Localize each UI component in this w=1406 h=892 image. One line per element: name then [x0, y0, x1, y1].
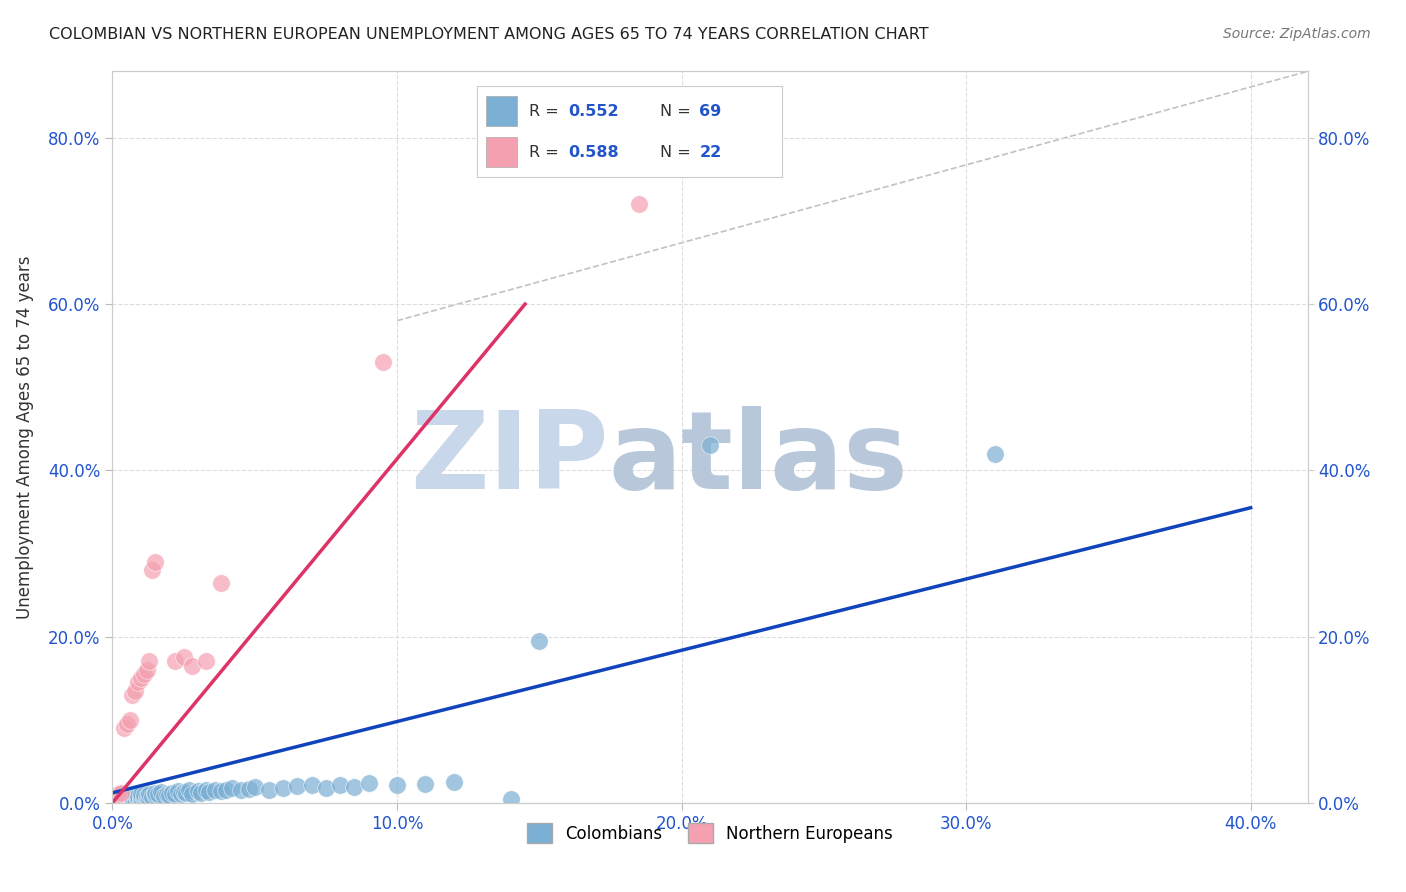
Point [121, 789, 143, 804]
Point [209, 784, 232, 798]
Point [149, 785, 172, 799]
Point [143, 789, 166, 803]
Point [127, 791, 149, 805]
Point [173, 650, 195, 665]
Point [124, 788, 146, 802]
Point [141, 563, 163, 577]
Point [357, 776, 380, 790]
Point [115, 716, 138, 731]
Point [135, 663, 157, 677]
Point [195, 782, 218, 797]
Point [165, 788, 187, 802]
Point [179, 783, 201, 797]
Point [112, 721, 135, 735]
Point [124, 683, 146, 698]
Point [371, 355, 394, 369]
Point [110, 790, 132, 805]
Point [238, 781, 260, 796]
Point [195, 655, 218, 669]
Point [110, 788, 132, 802]
Point [301, 778, 323, 792]
Point [118, 789, 141, 804]
Point [135, 789, 157, 804]
Point [257, 782, 280, 797]
Point [138, 788, 160, 802]
Point [132, 667, 155, 681]
Point [627, 197, 650, 211]
Point [112, 789, 135, 804]
Point [112, 792, 135, 806]
Point [115, 790, 138, 805]
Point [127, 675, 149, 690]
Point [121, 792, 143, 806]
Point [143, 555, 166, 569]
Point [243, 780, 266, 794]
Point [499, 792, 522, 806]
Point [229, 783, 252, 797]
Point [129, 671, 152, 685]
Point [162, 786, 183, 800]
Point [190, 786, 212, 800]
Point [271, 780, 294, 795]
Point [118, 791, 141, 805]
Point [983, 447, 1005, 461]
Point [181, 658, 204, 673]
Point [157, 789, 180, 803]
Point [287, 779, 309, 793]
Point [110, 786, 132, 800]
Text: atlas: atlas [609, 406, 908, 512]
Point [155, 787, 177, 801]
Point [529, 633, 551, 648]
Point [443, 775, 465, 789]
Point [204, 783, 226, 797]
Point [143, 786, 166, 800]
Point [329, 778, 352, 792]
Point [415, 777, 437, 791]
Point [215, 782, 238, 797]
Point [176, 786, 198, 800]
Point [132, 790, 155, 805]
Point [107, 788, 129, 802]
Point [187, 784, 209, 798]
Point [104, 791, 127, 805]
Point [152, 789, 174, 804]
Point [165, 655, 187, 669]
Point [138, 790, 160, 805]
Point [135, 791, 157, 805]
Point [107, 789, 129, 804]
Point [385, 778, 408, 792]
Point [124, 790, 146, 805]
Point [699, 438, 721, 452]
Point [170, 787, 193, 801]
Point [127, 789, 149, 804]
Point [132, 789, 155, 803]
Point [138, 655, 160, 669]
Text: COLOMBIAN VS NORTHERN EUROPEAN UNEMPLOYMENT AMONG AGES 65 TO 74 YEARS CORRELATIO: COLOMBIAN VS NORTHERN EUROPEAN UNEMPLOYM… [49, 27, 929, 42]
Point [115, 789, 138, 803]
Point [129, 788, 152, 802]
Point [129, 792, 152, 806]
Text: Source: ZipAtlas.com: Source: ZipAtlas.com [1223, 27, 1371, 41]
Point [118, 713, 141, 727]
Point [141, 789, 163, 804]
Text: ZIP: ZIP [411, 406, 609, 512]
Point [209, 575, 232, 590]
Point [198, 785, 221, 799]
Point [121, 688, 143, 702]
Point [146, 788, 169, 802]
Point [167, 784, 190, 798]
Point [107, 793, 129, 807]
Point [221, 780, 243, 795]
Point [115, 793, 138, 807]
Point [343, 780, 366, 794]
Point [173, 785, 195, 799]
Point [315, 780, 337, 795]
Y-axis label: Unemployment Among Ages 65 to 74 years: Unemployment Among Ages 65 to 74 years [17, 255, 34, 619]
Point [181, 787, 204, 801]
Legend: Colombians, Northern Europeans: Colombians, Northern Europeans [515, 810, 905, 856]
Point [129, 789, 152, 804]
Point [104, 791, 127, 805]
